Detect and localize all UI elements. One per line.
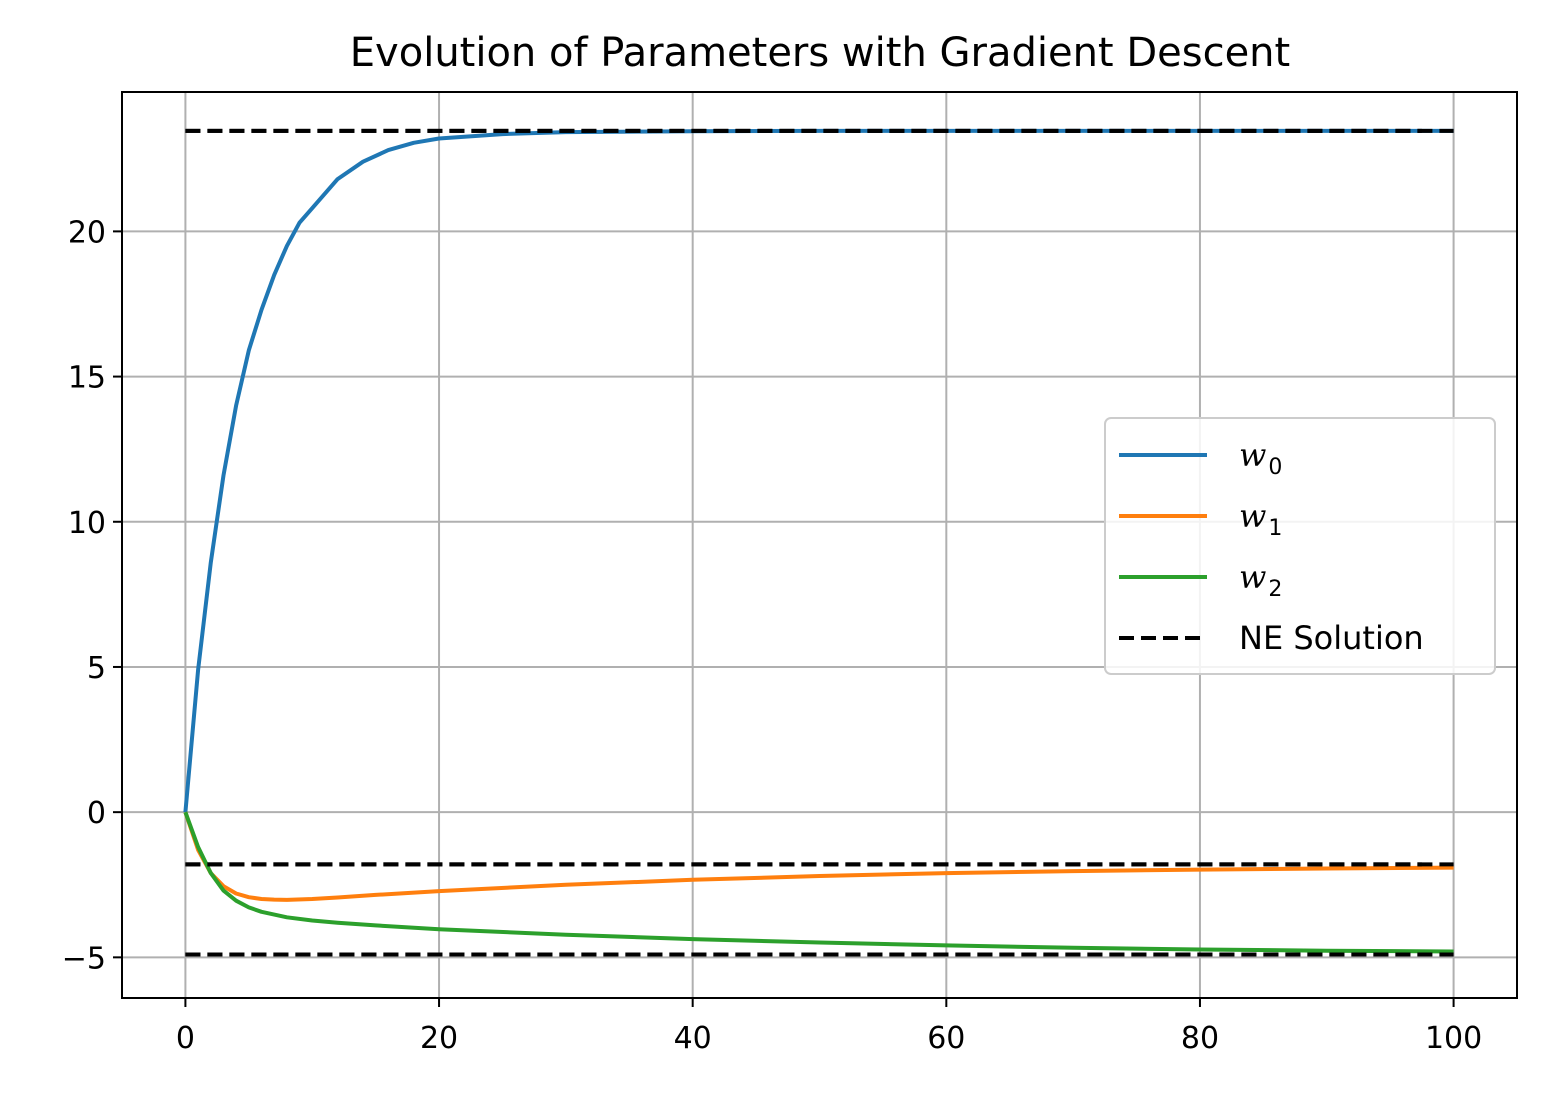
series-line-w2 (183, 811, 1454, 954)
legend-label: w2 (1239, 558, 1282, 602)
y-tick-label: 20 (68, 215, 106, 250)
legend-label: w0 (1239, 436, 1282, 480)
plot-frame (121, 91, 1518, 999)
chart-title: Evolution of Parameters with Gradient De… (350, 30, 1290, 76)
y-tick-label: 5 (87, 651, 106, 686)
legend: w0 w1 w2 NE Solution (1104, 417, 1496, 675)
axis-ticks: 0 20 40 60 80 100 −5 0 5 10 15 20 (62, 215, 1482, 1056)
x-tick-label: 0 (176, 1021, 195, 1056)
x-tick-label: 40 (674, 1021, 712, 1056)
x-tick-label: 60 (927, 1021, 965, 1056)
ne-overlay (185, 128, 1422, 957)
y-tick-label: 0 (87, 796, 106, 831)
x-tick-label: 20 (420, 1021, 458, 1056)
y-tick-label: 15 (68, 361, 106, 396)
x-tick-label: 80 (1181, 1021, 1219, 1056)
y-tick-label: 10 (68, 506, 106, 541)
legend-label: NE Solution (1239, 619, 1424, 657)
legend-label: w1 (1239, 497, 1282, 541)
legend-box (1104, 417, 1496, 675)
series-line-w1 (183, 811, 1454, 902)
y-tick-label: −5 (62, 941, 106, 976)
series-layer (183, 128, 1454, 957)
x-tick-label: 100 (1425, 1021, 1482, 1056)
